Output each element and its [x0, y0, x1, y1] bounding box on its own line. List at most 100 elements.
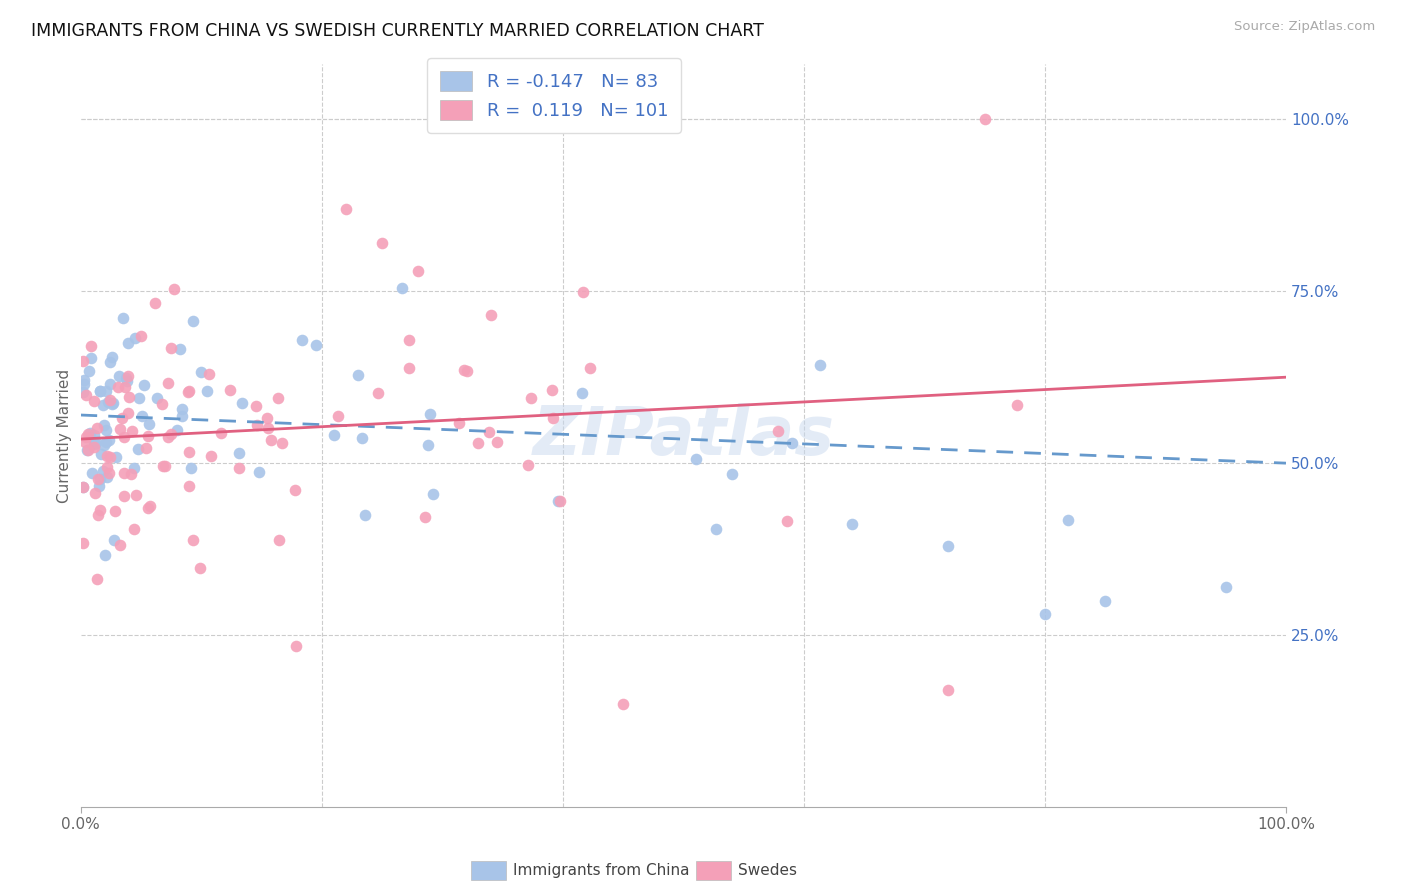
- Point: [152, 458, 174, 473]
- Point: [91, 398, 114, 412]
- Point: [108, 422, 131, 436]
- Point: [780, 436, 803, 450]
- Point: [1057, 513, 1080, 527]
- Point: [131, 409, 153, 423]
- Point: [413, 510, 436, 524]
- Point: [195, 384, 218, 398]
- Point: [467, 435, 489, 450]
- Point: [449, 417, 471, 431]
- Point: [478, 425, 501, 440]
- Point: [96, 470, 118, 484]
- Point: [166, 423, 188, 437]
- Point: [93, 418, 115, 433]
- Point: [367, 386, 389, 401]
- Point: [1215, 580, 1237, 594]
- Point: [219, 383, 242, 397]
- Point: [354, 508, 377, 523]
- Point: [114, 371, 136, 385]
- Point: [371, 236, 394, 251]
- Point: [115, 374, 138, 388]
- Point: [938, 539, 960, 553]
- Point: [398, 334, 420, 348]
- Point: [84, 486, 107, 500]
- Point: [704, 523, 727, 537]
- Point: [170, 401, 193, 416]
- Point: [136, 501, 159, 516]
- Point: [96, 460, 118, 475]
- Point: [86, 435, 108, 450]
- Point: [269, 533, 291, 547]
- Text: ZIPatlas: ZIPatlas: [533, 402, 834, 468]
- Point: [169, 342, 191, 356]
- Point: [938, 683, 960, 698]
- Point: [973, 112, 995, 127]
- Point: [87, 472, 110, 486]
- Point: [86, 572, 108, 586]
- Point: [453, 363, 475, 377]
- Point: [247, 465, 270, 479]
- Point: [79, 426, 101, 441]
- Text: Swedes: Swedes: [738, 863, 797, 878]
- Point: [245, 399, 267, 413]
- Point: [83, 436, 105, 450]
- Point: [541, 411, 564, 425]
- Point: [96, 384, 118, 398]
- Point: [124, 522, 146, 536]
- Point: [91, 464, 114, 478]
- Point: [89, 471, 111, 485]
- Point: [86, 421, 108, 435]
- Point: [98, 355, 121, 369]
- Point: [105, 450, 128, 464]
- Point: [72, 535, 94, 549]
- Point: [73, 373, 96, 387]
- Point: [138, 499, 160, 513]
- Point: [422, 487, 444, 501]
- Point: [160, 342, 183, 356]
- Y-axis label: Currently Married: Currently Married: [58, 368, 72, 503]
- Point: [117, 335, 139, 350]
- Point: [127, 442, 149, 456]
- Point: [188, 561, 211, 575]
- Point: [177, 385, 200, 400]
- Point: [100, 397, 122, 411]
- Point: [256, 411, 278, 425]
- Point: [98, 376, 121, 391]
- Text: Source: ZipAtlas.com: Source: ZipAtlas.com: [1234, 20, 1375, 33]
- Point: [101, 396, 124, 410]
- Point: [94, 548, 117, 562]
- Point: [125, 487, 148, 501]
- Point: [79, 339, 101, 353]
- Point: [138, 417, 160, 431]
- Point: [117, 368, 139, 383]
- Point: [107, 380, 129, 394]
- Point: [77, 426, 100, 441]
- Point: [146, 392, 169, 406]
- Point: [323, 428, 346, 442]
- Point: [347, 368, 370, 382]
- Point: [134, 378, 156, 392]
- Point: [90, 447, 112, 461]
- Point: [305, 338, 328, 352]
- Point: [72, 480, 94, 494]
- Point: [1094, 593, 1116, 607]
- Point: [108, 368, 131, 383]
- Point: [260, 433, 283, 447]
- Point: [111, 311, 134, 326]
- Point: [104, 504, 127, 518]
- Point: [136, 429, 159, 443]
- Point: [77, 364, 100, 378]
- Point: [160, 426, 183, 441]
- Legend: R = -0.147   N= 83, R =  0.119   N= 101: R = -0.147 N= 83, R = 0.119 N= 101: [427, 59, 681, 133]
- Text: IMMIGRANTS FROM CHINA VS SWEDISH CURRENTLY MARRIED CORRELATION CHART: IMMIGRANTS FROM CHINA VS SWEDISH CURRENT…: [31, 22, 763, 40]
- Point: [456, 364, 478, 378]
- Point: [685, 452, 707, 467]
- Point: [89, 384, 111, 398]
- Point: [180, 460, 202, 475]
- Point: [612, 697, 634, 711]
- Point: [75, 435, 97, 450]
- Point: [72, 353, 94, 368]
- Point: [350, 431, 373, 445]
- Point: [406, 263, 429, 277]
- Point: [398, 360, 420, 375]
- Text: Immigrants from China: Immigrants from China: [513, 863, 690, 878]
